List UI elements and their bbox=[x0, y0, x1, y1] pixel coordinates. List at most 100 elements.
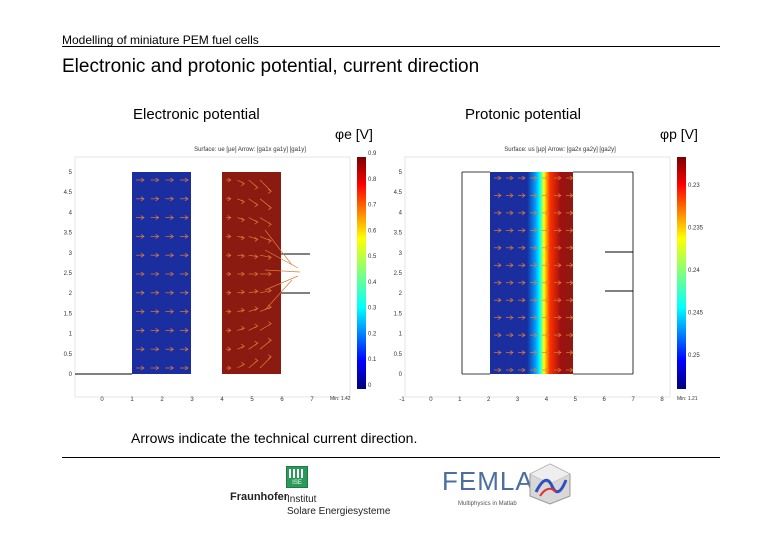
current-arrow bbox=[259, 179, 272, 192]
current-arrow bbox=[237, 236, 245, 239]
electronic-y-tick-label: 1 bbox=[69, 332, 73, 338]
electronic-x-tick-label: 1 bbox=[130, 397, 134, 403]
protonic-y-tick-label: 0.5 bbox=[394, 352, 403, 358]
electronic-colorbar-tick-label: 0.5 bbox=[368, 254, 377, 260]
electronic-potential-plot: Surface: ue [µe] Arrow: [ga1x ga1y] [ga1… bbox=[64, 147, 377, 403]
electronic-colorbar-min: Min: 1.42 bbox=[330, 396, 351, 402]
electronic-panel-title: Electronic potential bbox=[133, 106, 260, 123]
electronic-colorbar-tick-label: 0.3 bbox=[368, 306, 377, 312]
electronic-colorbar-tick-label: 0.8 bbox=[368, 177, 377, 183]
protonic-y-tick-label: 4.5 bbox=[394, 190, 403, 196]
protonic-x-tick-label: 4 bbox=[545, 397, 549, 403]
electronic-colorbar-tick-label: 0 bbox=[368, 383, 372, 389]
protonic-y-tick-label: 3 bbox=[399, 251, 403, 257]
protonic-x-tick-label: 0 bbox=[429, 397, 433, 403]
femlab-cube-icon bbox=[529, 463, 571, 505]
current-arrow bbox=[264, 275, 299, 291]
slide-header: Modelling of miniature PEM fuel cells bbox=[62, 33, 259, 47]
institute-line1: Institut bbox=[287, 494, 317, 505]
protonic-x-tick-label: 8 bbox=[660, 397, 664, 403]
fraunhofer-name: Fraunhofer bbox=[230, 491, 289, 503]
protonic-x-tick-label: 2 bbox=[487, 397, 491, 403]
current-arrow bbox=[259, 356, 272, 369]
protonic-y-tick-label: 0 bbox=[399, 372, 403, 378]
current-arrow bbox=[264, 269, 301, 273]
protonic-y-tick-label: 2.5 bbox=[394, 271, 403, 277]
anode-domain bbox=[132, 172, 191, 374]
current-arrow bbox=[237, 291, 245, 294]
protonic-colorbar bbox=[677, 157, 686, 389]
current-arrow bbox=[259, 254, 272, 258]
protonic-y-tick-label: 3.5 bbox=[394, 231, 403, 237]
fraunhofer-ise-logo-icon: ISE bbox=[286, 466, 308, 488]
electronic-colorbar-tick-label: 0.9 bbox=[368, 151, 377, 157]
electronic-y-tick-label: 5 bbox=[69, 170, 73, 176]
electronic-colorbar-tick-label: 0.1 bbox=[368, 357, 377, 363]
protonic-potential-plot: Surface: us [µp] Arrow: [ga2x ga2y] [ga2… bbox=[394, 147, 704, 403]
electronic-x-tick-label: 4 bbox=[220, 397, 224, 403]
electronic-x-tick-label: 2 bbox=[160, 397, 164, 403]
current-arrow bbox=[264, 249, 299, 269]
electronic-colorbar-tick-label: 0.4 bbox=[368, 280, 377, 286]
protonic-colorbar-min: Min: 1.21 bbox=[677, 396, 698, 402]
current-arrow bbox=[248, 308, 258, 312]
footer-divider bbox=[62, 457, 720, 458]
electronic-colorbar-tick-label: 0.2 bbox=[368, 331, 377, 337]
protonic-y-tick-label: 2 bbox=[399, 291, 403, 297]
current-arrow bbox=[264, 279, 293, 311]
protonic-x-tick-label: 1 bbox=[458, 397, 462, 403]
protonic-colorbar-tick-label: 0.23 bbox=[688, 183, 700, 189]
protonic-panel-title: Protonic potential bbox=[465, 106, 581, 123]
electronic-y-tick-label: 2 bbox=[69, 291, 73, 297]
electronic-y-tick-label: 3 bbox=[69, 251, 73, 257]
current-arrow bbox=[237, 254, 245, 257]
current-arrow bbox=[259, 236, 272, 242]
protonic-colorbar-tick-label: 0.235 bbox=[688, 226, 704, 232]
current-arrow bbox=[248, 236, 258, 240]
electronic-y-tick-label: 0.5 bbox=[64, 352, 73, 358]
femlab-tagline: Multiphysics in Matlab bbox=[458, 501, 517, 507]
cathode-domain bbox=[222, 172, 281, 374]
protonic-unit-label: φp [V] bbox=[660, 126, 698, 142]
header-divider bbox=[62, 46, 720, 47]
electronic-y-tick-label: 4.5 bbox=[64, 190, 73, 196]
membrane-domain bbox=[490, 172, 573, 374]
electronic-y-tick-label: 2.5 bbox=[64, 271, 73, 277]
protonic-y-tick-label: 1 bbox=[399, 332, 403, 338]
caption: Arrows indicate the technical current di… bbox=[131, 430, 418, 446]
protonic-y-tick-label: 4 bbox=[399, 210, 403, 216]
electronic-colorbar-tick-label: 0.6 bbox=[368, 228, 377, 234]
protonic-x-tick-label: 5 bbox=[574, 397, 578, 403]
current-arrow bbox=[264, 229, 293, 266]
electronic-x-tick-label: 6 bbox=[280, 397, 284, 403]
institute-line2: Solare Energiesysteme bbox=[287, 506, 391, 517]
protonic-plot-caption: Surface: us [µp] Arrow: [ga2x ga2y] [ga2… bbox=[504, 147, 616, 153]
electronic-colorbar bbox=[357, 157, 366, 389]
current-arrow bbox=[237, 309, 245, 312]
protonic-x-tick-label: -1 bbox=[399, 397, 405, 403]
electronic-x-tick-label: 0 bbox=[100, 397, 104, 403]
electronic-y-tick-label: 3.5 bbox=[64, 231, 73, 237]
electronic-x-tick-label: 7 bbox=[310, 397, 314, 403]
current-arrow bbox=[259, 290, 272, 294]
protonic-colorbar-tick-label: 0.25 bbox=[688, 353, 700, 359]
protonic-colorbar-tick-label: 0.24 bbox=[688, 268, 700, 274]
protonic-colorbar-tick-label: 0.245 bbox=[688, 311, 704, 317]
protonic-x-tick-label: 3 bbox=[516, 397, 520, 403]
electronic-y-tick-label: 0 bbox=[69, 372, 73, 378]
current-arrow bbox=[248, 290, 258, 294]
current-arrow bbox=[248, 254, 258, 258]
electronic-plot-caption: Surface: ue [µe] Arrow: [ga1x ga1y] [ga1… bbox=[194, 147, 306, 153]
electronic-x-tick-label: 3 bbox=[190, 397, 194, 403]
electronic-unit-label: φe [V] bbox=[335, 126, 373, 142]
slide-title: Electronic and protonic potential, curre… bbox=[62, 56, 480, 77]
ise-mark: ISE bbox=[292, 480, 302, 486]
electronic-y-tick-label: 4 bbox=[69, 210, 73, 216]
electronic-plot-frame bbox=[74, 156, 351, 398]
protonic-x-tick-label: 7 bbox=[631, 397, 635, 403]
current-arrows bbox=[136, 177, 301, 371]
electronic-x-tick-label: 5 bbox=[250, 397, 254, 403]
current-arrows bbox=[494, 175, 574, 373]
electronic-colorbar-tick-label: 0.7 bbox=[368, 203, 377, 209]
protonic-y-tick-label: 1.5 bbox=[394, 311, 403, 317]
